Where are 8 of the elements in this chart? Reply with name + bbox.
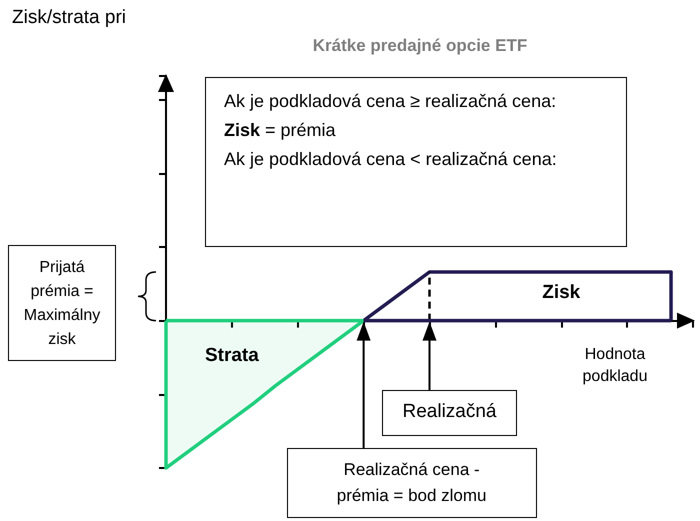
annotation: Strata: [204, 345, 260, 368]
text: Ak je podkladová cena < realizačná cena:: [224, 148, 558, 171]
chart-title: Krátke predajné opcie ETF: [312, 36, 528, 56]
text: Ak je podkladová cena ≥ realizačná cena:: [224, 90, 558, 113]
annotation: Zisk: [541, 282, 582, 304]
text: Zisk/strata pri: [12, 6, 128, 30]
text: Zisk = prémia: [224, 119, 337, 142]
x-axis-title: Hodnota podkladu: [582, 345, 648, 387]
